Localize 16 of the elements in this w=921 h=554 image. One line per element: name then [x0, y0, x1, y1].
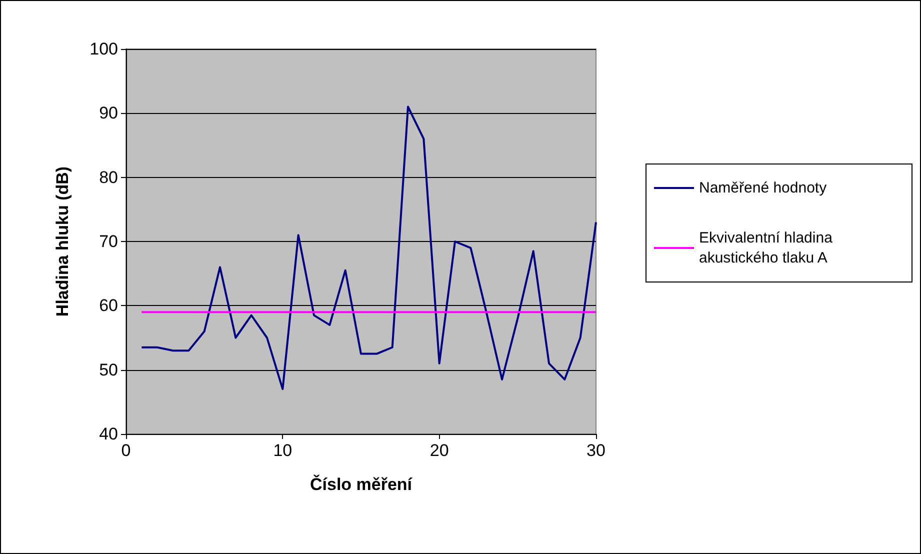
y-tick-label: 60	[99, 296, 118, 316]
y-tick-label: 40	[99, 424, 118, 444]
line-series	[140, 106, 597, 390]
y-axis-title: Hladina hluku (dB)	[53, 166, 72, 317]
x-tick-label: 20	[430, 441, 449, 460]
y-tick-label: 80	[99, 168, 118, 187]
y-tick-label: 70	[99, 232, 118, 251]
x-tick-label: 30	[586, 441, 606, 460]
y-tick-label: 50	[99, 360, 118, 380]
x-axis-title: Číslo měření	[310, 474, 414, 494]
legend-label: Naměřené hodnoty	[699, 180, 828, 196]
y-tick-label: 90	[99, 104, 118, 123]
y-tick-label: 100	[90, 40, 118, 58]
x-tick-label: 0	[121, 441, 131, 460]
x-tick-label: 10	[273, 441, 292, 460]
legend-label: Ekvivalentní hladina akustického tlaku A	[699, 230, 837, 266]
